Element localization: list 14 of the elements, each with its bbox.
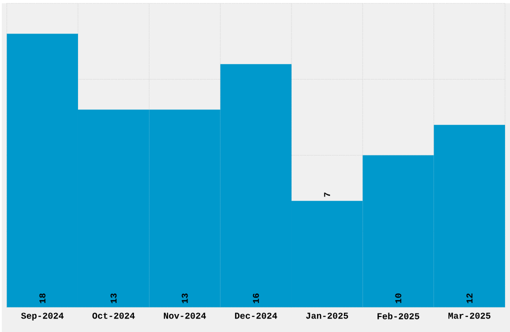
x-tick-label: Nov-2024 bbox=[164, 312, 206, 319]
data-label: 10 bbox=[395, 293, 402, 304]
x-tick-label: Jan-2025 bbox=[306, 312, 348, 319]
x-tick-label: Feb-2025 bbox=[378, 312, 420, 320]
x-tick-label: Sep-2024 bbox=[21, 312, 64, 320]
data-label: 7 bbox=[324, 192, 330, 197]
data-label: 12 bbox=[466, 293, 472, 304]
data-label: 18 bbox=[39, 293, 46, 304]
data-label: 13 bbox=[182, 293, 188, 304]
data-label: 13 bbox=[110, 293, 117, 304]
x-tick-label: Mar-2025 bbox=[448, 312, 490, 319]
x-tick-label: Dec-2024 bbox=[235, 312, 278, 319]
x-tick-label: Oct-2024 bbox=[92, 312, 135, 319]
data-label: 16 bbox=[252, 293, 259, 304]
